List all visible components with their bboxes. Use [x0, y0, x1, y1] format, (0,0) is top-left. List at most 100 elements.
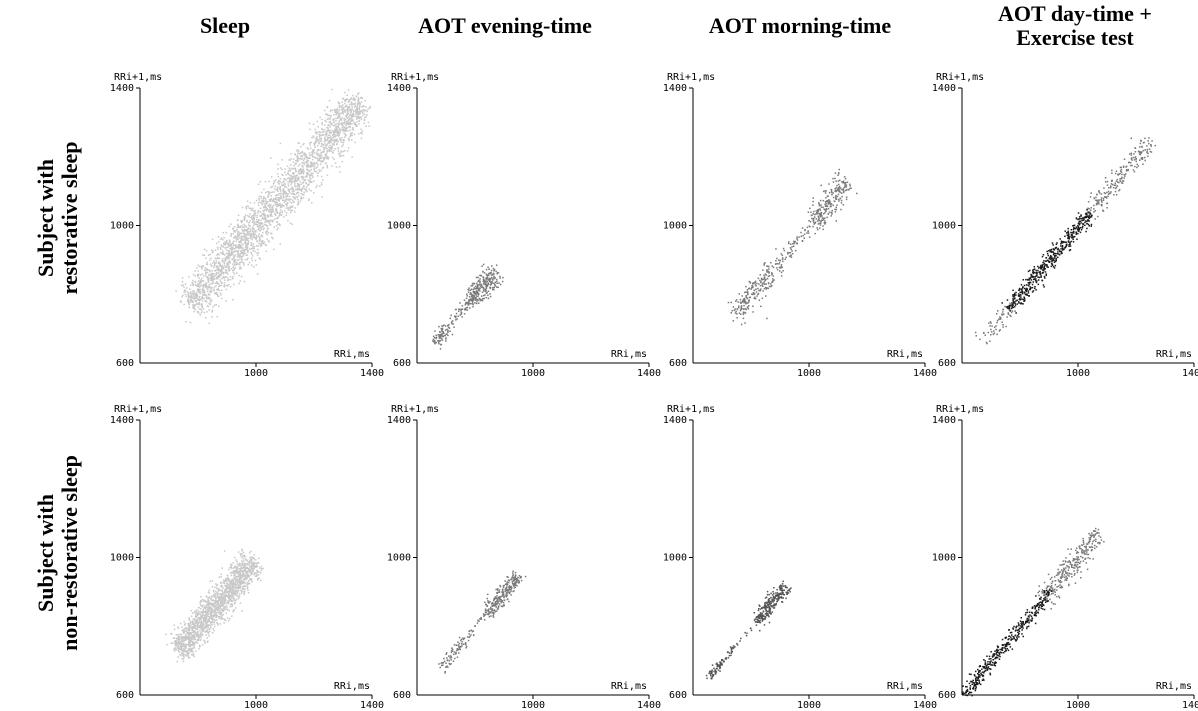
- data-point: [258, 219, 260, 221]
- data-point: [746, 289, 749, 291]
- data-point: [256, 212, 259, 214]
- data-point: [324, 143, 326, 145]
- data-point: [1081, 219, 1083, 222]
- data-point: [273, 226, 275, 229]
- data-point: [223, 242, 225, 244]
- data-point: [215, 277, 217, 280]
- data-point: [1032, 270, 1034, 273]
- data-point: [220, 269, 222, 271]
- data-point: [199, 291, 202, 294]
- data-point: [321, 151, 324, 153]
- data-point: [187, 295, 190, 297]
- data-point: [223, 285, 225, 287]
- data-point: [214, 292, 216, 294]
- data-point: [1095, 203, 1098, 206]
- data-point: [277, 216, 279, 219]
- data-point: [352, 103, 355, 105]
- data-point: [226, 262, 228, 264]
- data-point: [294, 196, 296, 198]
- data-point: [270, 210, 272, 213]
- data-point: [194, 294, 196, 296]
- data-point: [227, 254, 229, 257]
- data-point: [246, 249, 248, 251]
- data-point: [185, 287, 188, 289]
- data-point: [495, 270, 497, 273]
- data-point: [470, 299, 472, 302]
- data-point: [256, 221, 259, 223]
- data-point: [493, 283, 496, 285]
- data-point: [339, 129, 341, 131]
- data-point: [1080, 214, 1082, 216]
- data-point: [313, 162, 316, 164]
- data-point: [291, 181, 293, 184]
- data-point: [289, 159, 291, 161]
- data-point: [200, 298, 202, 300]
- data-point: [301, 171, 303, 173]
- data-point: [290, 177, 292, 179]
- data-point: [835, 180, 837, 182]
- data-point: [255, 264, 258, 266]
- data-point: [369, 106, 371, 108]
- data-point: [335, 126, 338, 128]
- data-point: [213, 288, 215, 291]
- data-point: [294, 207, 297, 209]
- data-point: [265, 224, 267, 226]
- data-point: [274, 198, 276, 200]
- data-point: [218, 274, 221, 276]
- data-point: [201, 613, 204, 615]
- data-point: [262, 218, 265, 220]
- data-point: [756, 295, 758, 297]
- data-point: [1058, 249, 1060, 251]
- data-point: [1088, 215, 1090, 217]
- data-point: [192, 652, 195, 655]
- data-point: [1011, 310, 1014, 312]
- data-point: [744, 299, 746, 301]
- data-point: [840, 208, 842, 211]
- data-point: [247, 243, 249, 245]
- data-point: [332, 134, 334, 136]
- data-point: [1082, 222, 1084, 225]
- data-point: [455, 312, 458, 315]
- data-point: [306, 159, 308, 161]
- data-point: [249, 566, 251, 568]
- data-point: [845, 184, 848, 186]
- data-point: [303, 158, 306, 160]
- data-point: [217, 236, 220, 238]
- data-point: [1050, 255, 1052, 257]
- data-point: [1041, 265, 1043, 267]
- data-point: [269, 215, 271, 217]
- data-point: [759, 290, 761, 292]
- data-point: [294, 169, 297, 171]
- data-point: [192, 273, 195, 276]
- data-point: [1008, 306, 1011, 308]
- data-point: [472, 305, 474, 308]
- data-point: [496, 282, 498, 285]
- data-point: [239, 241, 242, 244]
- data-point: [830, 211, 833, 214]
- data-point: [1048, 261, 1050, 263]
- data-point: [227, 253, 229, 255]
- data-point: [205, 250, 208, 252]
- data-point: [1111, 179, 1113, 182]
- data-point: [483, 297, 485, 300]
- data-point: [188, 636, 191, 639]
- data-point: [1096, 203, 1098, 205]
- data-point: [203, 618, 205, 621]
- data-point: [1070, 240, 1073, 243]
- data-point: [209, 616, 211, 618]
- data-point: [475, 292, 477, 295]
- data-point: [330, 148, 332, 151]
- data-point: [297, 187, 300, 190]
- data-point: [180, 654, 182, 657]
- data-point: [444, 329, 447, 331]
- data-point: [266, 238, 268, 240]
- data-point: [233, 248, 236, 250]
- data-point: [766, 270, 769, 272]
- data-point: [345, 130, 347, 132]
- data-point: [357, 112, 359, 114]
- data-point: [744, 312, 747, 314]
- data-point: [812, 220, 815, 222]
- data-point: [324, 145, 327, 147]
- data-point: [268, 199, 271, 201]
- data-point: [301, 157, 303, 160]
